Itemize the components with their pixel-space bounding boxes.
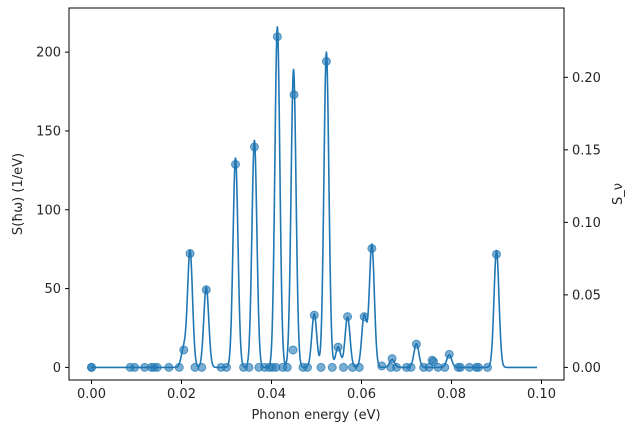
axes-frame <box>68 7 565 381</box>
y2-axis-label: S_ν <box>611 183 626 205</box>
y-tick-label: 50 <box>44 282 61 297</box>
scatter-point <box>152 362 162 372</box>
scatter-point <box>406 362 416 372</box>
scatter-point <box>387 354 397 364</box>
scatter-point <box>272 32 282 42</box>
y-tick-label: 200 <box>36 46 61 61</box>
scatter-point <box>367 243 377 253</box>
scatter-point <box>197 362 207 372</box>
x-tick-label: 0.06 <box>347 387 376 402</box>
scatter-point <box>309 310 319 320</box>
y-axis-label: S(ħω) (1/eV) <box>11 153 26 235</box>
scatter-point <box>303 362 312 372</box>
x-axis-label: Phonon energy (eV) <box>251 408 380 423</box>
scatter-point <box>288 345 298 355</box>
scatter-point <box>377 361 387 371</box>
plot-area <box>87 26 538 372</box>
scatter-point <box>343 312 353 322</box>
y2-tick-label: 0.20 <box>572 71 601 86</box>
scatter-point <box>411 339 421 349</box>
scatter-point <box>492 249 501 259</box>
scatter-point <box>321 56 331 66</box>
scatter-point <box>327 362 337 372</box>
scatter-point <box>231 159 240 169</box>
scatter-point <box>201 285 211 295</box>
scatter-point <box>316 362 326 372</box>
scatter-point <box>444 349 454 359</box>
y2-tick-label: 0.10 <box>572 216 601 231</box>
axes: 0.00 0.02 0.04 0.06 0.08 0.10 0 50 100 150 200 0.00… <box>36 46 601 402</box>
scatter-point <box>179 345 189 355</box>
x-tick-label: 0.02 <box>167 387 196 402</box>
y-tick-label: 0 <box>53 361 61 376</box>
x-tick-label: 0.00 <box>77 387 106 402</box>
scatter-point <box>244 362 254 372</box>
scatter-point <box>130 362 140 372</box>
scatter-point <box>289 90 299 100</box>
y-tick-label: 150 <box>36 124 61 139</box>
y2-tick-label: 0.05 <box>572 288 601 303</box>
scatter-point <box>429 357 438 367</box>
x-tick-label: 0.04 <box>257 387 286 402</box>
x-tick-label: 0.08 <box>437 387 466 402</box>
scatter-point <box>87 362 96 372</box>
scatter-point <box>456 362 465 372</box>
scatter-point <box>249 142 259 152</box>
scatter-point <box>222 362 231 372</box>
scatter-point <box>440 362 450 372</box>
scatter-point <box>359 312 369 322</box>
y2-tick-label: 0.00 <box>572 361 601 376</box>
y2-tick-label: 0.15 <box>572 143 601 158</box>
scatter-point <box>164 362 174 372</box>
scatter-point <box>483 362 492 372</box>
scatter-point <box>392 362 402 372</box>
scatter-point <box>339 362 348 372</box>
scatter-point <box>185 249 195 259</box>
scatter-point <box>282 362 292 372</box>
x-tick-label: 0.10 <box>527 387 556 402</box>
y-tick-label: 100 <box>36 203 61 218</box>
scatter-point <box>474 362 483 372</box>
scatter-point <box>174 362 184 372</box>
scatter-point <box>333 342 343 352</box>
scatter-point <box>354 362 364 372</box>
scatter-point <box>424 362 434 372</box>
